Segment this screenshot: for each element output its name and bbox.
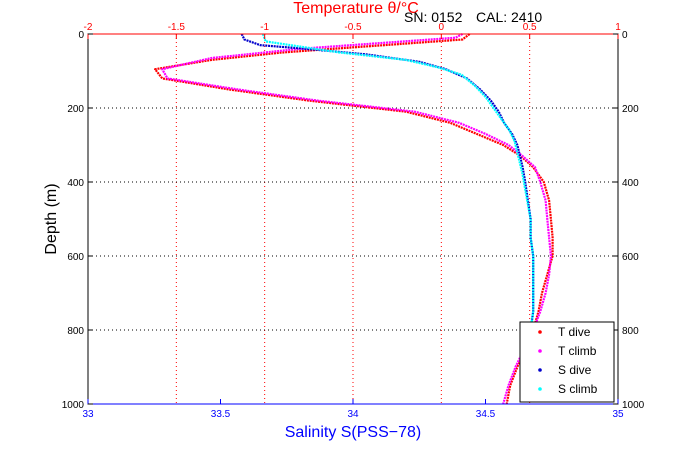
top-tick-label: -1.5	[168, 22, 186, 33]
legend: T dive T climb S dive S climb	[519, 321, 615, 403]
legend-marker-t-climb	[538, 349, 542, 353]
right-tick-label: 800	[622, 326, 639, 337]
legend-label-s-climb: S climb	[558, 382, 598, 396]
left-tick-label: 200	[67, 104, 84, 115]
legend-label-t-climb: T climb	[558, 344, 597, 358]
top-tick-label: -1	[260, 22, 269, 33]
legend-marker-t-dive	[538, 330, 542, 334]
bottom-tick-label: 34	[347, 409, 359, 420]
bottom-tick-label: 33.5	[211, 409, 231, 420]
top-tick-label: 1	[615, 22, 621, 33]
bottom-axis-title: Salinity S(PSS−78)	[285, 424, 422, 441]
legend-box	[519, 321, 615, 403]
top-tick-label: -0.5	[344, 22, 362, 33]
bottom-tick-label: 34.5	[476, 409, 496, 420]
calibration-label: CAL: 2410	[476, 9, 542, 25]
right-tick-label: 600	[622, 252, 639, 263]
top-tick-label: -2	[84, 22, 93, 33]
legend-label-t-dive: T dive	[558, 325, 591, 339]
series-line-s-climb	[261, 33, 535, 331]
bottom-tick-label: 35	[612, 409, 624, 420]
left-tick-label: 1000	[62, 400, 85, 411]
left-tick-label: 600	[67, 252, 84, 263]
left-tick-label: 0	[78, 30, 84, 41]
left-tick-label: 400	[67, 178, 84, 189]
bottom-tick-label: 33	[82, 409, 94, 420]
y-axis-title: Depth (m)	[43, 183, 60, 254]
top-tick-label: 0.5	[523, 22, 537, 33]
grid	[88, 34, 618, 404]
right-tick-label: 200	[622, 104, 639, 115]
serial-number: SN: 0152	[404, 9, 463, 25]
top-axis-title: Temperature θ/°C	[293, 0, 419, 17]
right-tick-label: 1000	[622, 400, 645, 411]
tick-layer: -2 -1.5 -1 -0.5 0 0.5 1 33 33.5 34 34.5 35 0 0 200 200 4…	[62, 22, 645, 420]
legend-marker-s-dive	[538, 368, 542, 372]
legend-marker-s-climb	[538, 387, 542, 391]
legend-label-s-dive: S dive	[558, 363, 592, 377]
right-tick-label: 400	[622, 178, 639, 189]
left-tick-label: 800	[67, 326, 84, 337]
top-tick-label: 0	[439, 22, 445, 33]
right-tick-label: 0	[622, 30, 628, 41]
